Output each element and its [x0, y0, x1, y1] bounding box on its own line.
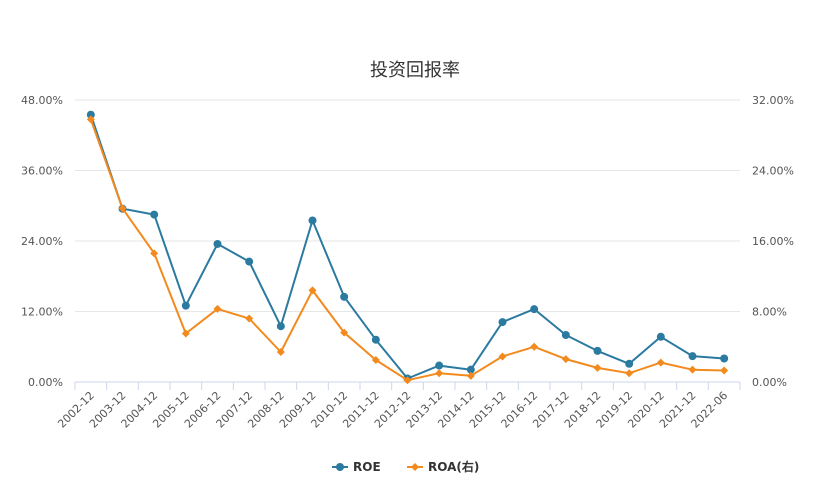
legend[interactable]: ROE ROA(右) — [332, 459, 479, 474]
data-point[interactable] — [150, 249, 159, 258]
y-left-tick-label: 48.00% — [21, 94, 63, 107]
data-point[interactable] — [720, 366, 729, 375]
data-point[interactable] — [625, 359, 634, 368]
data-point[interactable] — [593, 363, 602, 372]
y-left-tick-label: 36.00% — [21, 165, 63, 178]
legend-item-roe[interactable]: ROE — [332, 460, 381, 474]
y-right-tick-label: 32.00% — [752, 94, 794, 107]
data-point[interactable] — [435, 361, 444, 370]
y-left-tick-label: 24.00% — [21, 235, 63, 248]
data-point[interactable] — [213, 304, 222, 313]
data-point[interactable] — [720, 354, 729, 363]
data-point[interactable] — [498, 318, 507, 327]
legend-label: ROE — [353, 460, 381, 474]
chart-title: 投资回报率 — [370, 60, 460, 81]
data-point[interactable] — [435, 369, 444, 378]
right-axis-ticks: 0.00% 8.00% 16.00% 24.00% 32.00% — [752, 94, 794, 389]
data-point[interactable] — [181, 301, 190, 310]
data-point[interactable] — [308, 216, 317, 225]
data-point[interactable] — [561, 331, 570, 339]
data-point[interactable] — [656, 332, 665, 341]
data-point[interactable] — [466, 371, 475, 380]
data-point[interactable] — [276, 348, 285, 357]
data-point[interactable] — [86, 115, 95, 124]
data-point[interactable] — [276, 322, 285, 331]
legend-circle-icon — [336, 463, 344, 471]
data-point[interactable] — [86, 110, 95, 119]
y-right-tick-label: 24.00% — [752, 165, 794, 178]
left-axis-ticks: 0.00% 12.00% 24.00% 36.00% 48.00% — [21, 94, 63, 389]
data-point[interactable] — [403, 376, 412, 385]
data-point[interactable] — [213, 239, 222, 248]
data-point[interactable] — [656, 358, 665, 367]
data-point[interactable] — [498, 352, 507, 361]
data-point[interactable] — [118, 204, 127, 213]
data-point[interactable] — [530, 305, 539, 314]
data-point[interactable] — [371, 335, 380, 344]
x-axis: 2002-122003-122004-122005-122006-122007-… — [55, 381, 741, 431]
data-point[interactable] — [150, 210, 159, 219]
data-point[interactable] — [245, 314, 254, 323]
data-point[interactable] — [688, 352, 697, 361]
data-point[interactable] — [530, 342, 539, 351]
y-right-tick-label: 8.00% — [752, 306, 787, 319]
series-line-roa — [89, 119, 725, 382]
legend-label: ROA(右) — [428, 459, 479, 474]
data-point[interactable] — [561, 355, 570, 364]
grid-lines — [75, 99, 740, 312]
data-point[interactable] — [340, 292, 349, 301]
series-line-roe — [89, 114, 725, 380]
data-point[interactable] — [340, 328, 349, 337]
y-right-tick-label: 0.00% — [752, 376, 787, 389]
legend-item-roa[interactable]: ROA(右) — [407, 459, 479, 474]
data-point[interactable] — [308, 286, 317, 295]
data-point[interactable] — [466, 365, 475, 374]
y-left-tick-label: 12.00% — [21, 306, 63, 319]
data-point[interactable] — [371, 355, 380, 364]
data-point[interactable] — [181, 329, 190, 338]
series-layer — [86, 110, 729, 385]
y-right-tick-label: 16.00% — [752, 235, 794, 248]
y-left-tick-label: 0.00% — [28, 376, 63, 389]
data-point[interactable] — [245, 257, 254, 266]
data-point[interactable] — [625, 369, 634, 378]
data-point[interactable] — [688, 365, 697, 374]
data-point[interactable] — [593, 346, 602, 355]
legend-diamond-icon — [411, 463, 419, 471]
